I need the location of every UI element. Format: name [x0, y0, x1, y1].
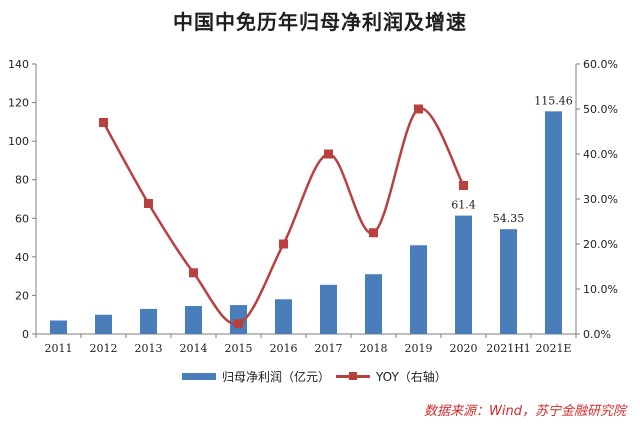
- legend-item-line: YOY（右轴）: [336, 366, 447, 386]
- x-tick-label: 2013: [135, 342, 163, 355]
- y-left-tick-label: 0: [22, 328, 29, 341]
- bar: [365, 274, 382, 334]
- y-right-tick-label: 50.0%: [583, 103, 618, 116]
- legend-line-swatch: [336, 371, 370, 380]
- x-tick-label: 2016: [270, 342, 298, 355]
- yoy-point: [369, 228, 378, 238]
- chart-title: 中国中免历年归母净利润及增速: [173, 10, 467, 34]
- x-tick-label: 2018: [360, 342, 388, 355]
- y-left-tick-label: 60: [15, 212, 29, 225]
- x-tick-label: 2020: [450, 342, 478, 355]
- legend-bar-swatch: [182, 372, 216, 380]
- bar: [320, 284, 337, 334]
- x-tick-label: 2019: [405, 342, 433, 355]
- y-left-tick-label: 20: [15, 289, 29, 302]
- bar: [545, 111, 562, 334]
- y-right-tick-label: 20.0%: [583, 238, 618, 251]
- y-right-tick-label: 30.0%: [583, 193, 618, 206]
- x-tick-label: 2011: [45, 342, 73, 355]
- bar: [185, 306, 202, 334]
- x-tick-label: 2012: [90, 342, 118, 355]
- y-left-tick-label: 140: [8, 58, 29, 71]
- bar: [410, 245, 427, 334]
- data-label: 54.35: [493, 212, 525, 225]
- bar: [50, 320, 67, 334]
- bar: [500, 229, 517, 334]
- y-right-tick-label: 0.0%: [583, 328, 611, 341]
- y-right-tick-label: 60.0%: [583, 58, 618, 71]
- y-right-tick-label: 10.0%: [583, 283, 618, 296]
- bar: [275, 299, 292, 334]
- yoy-point: [144, 199, 153, 208]
- yoy-point: [99, 118, 108, 127]
- yoy-point: [459, 181, 468, 190]
- yoy-point: [324, 149, 333, 159]
- data-label: 61.4: [451, 199, 476, 212]
- yoy-line: [102, 107, 465, 326]
- source-note: 数据来源：Wind，苏宁金融研究院: [424, 404, 626, 419]
- legend-bar-label: 归母净利润（亿元）: [222, 369, 331, 384]
- x-tick-label: 2014: [180, 342, 208, 355]
- bar: [140, 308, 157, 334]
- y-left-tick-label: 100: [8, 135, 29, 148]
- legend-item-bar: 归母净利润（亿元）: [182, 366, 330, 386]
- y-right-tick-label: 40.0%: [583, 148, 618, 161]
- bar: [95, 314, 112, 334]
- yoy-point: [414, 104, 423, 114]
- bar: [455, 215, 472, 334]
- y-left-tick-label: 40: [15, 251, 29, 264]
- legend-line-label: YOY（右轴）: [376, 369, 447, 384]
- x-tick-label: 2021E: [535, 342, 571, 355]
- yoy-point: [189, 268, 198, 278]
- x-tick-label: 2017: [315, 342, 343, 355]
- legend: 归母净利润（亿元） YOY（右轴）: [0, 366, 640, 386]
- yoy-point: [234, 319, 243, 329]
- data-label: 115.46: [534, 94, 573, 107]
- yoy-point: [279, 239, 288, 249]
- y-left-tick-label: 120: [8, 97, 29, 110]
- x-tick-label: 2015: [225, 342, 253, 355]
- x-tick-label: 2021H1: [486, 342, 531, 355]
- y-left-tick-label: 80: [15, 174, 29, 187]
